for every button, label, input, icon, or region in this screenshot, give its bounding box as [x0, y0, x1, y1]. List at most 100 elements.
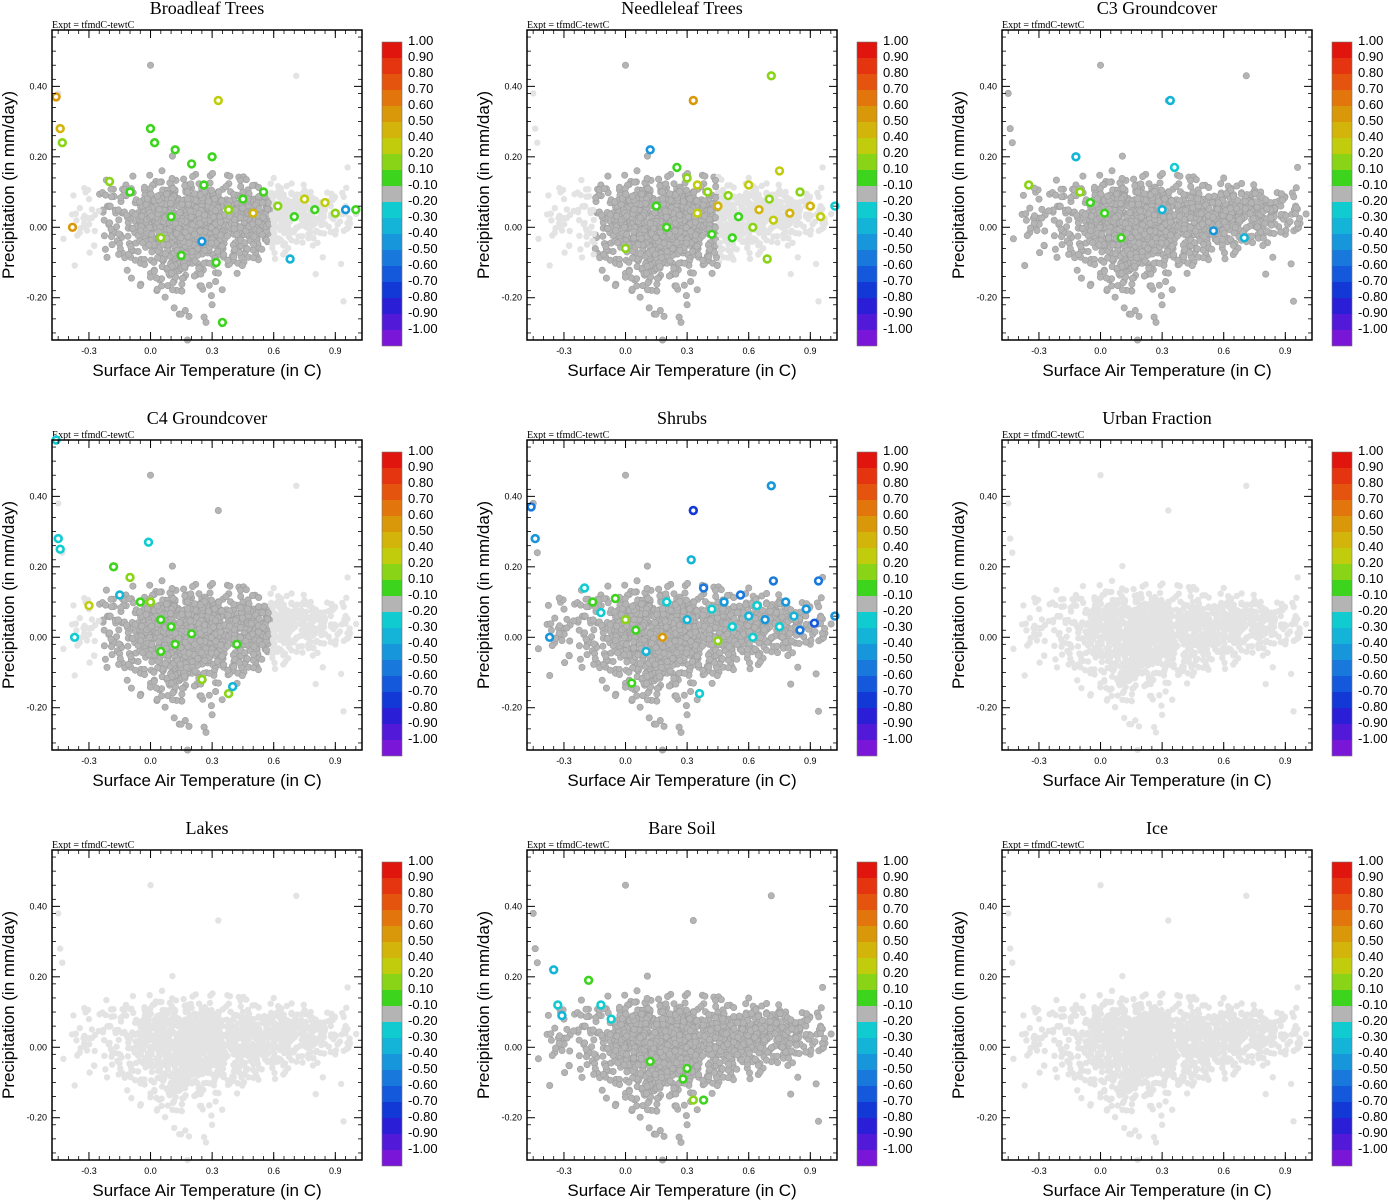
scatter-point-neutral	[1008, 139, 1016, 147]
scatter-point-highlight	[1165, 95, 1176, 106]
scatter-point-neutral	[1119, 185, 1127, 193]
scatter-point-highlight	[692, 180, 703, 190]
colorbar: 1.000.900.800.700.600.500.400.200.10-0.1…	[1331, 33, 1388, 347]
scatter-point-neutral	[652, 310, 660, 318]
scatter-point-background	[793, 221, 800, 229]
scatter-point-neutral	[168, 262, 176, 270]
scatter-point-background	[582, 202, 589, 210]
scatter-point-neutral	[1091, 260, 1099, 268]
scatter-point-background	[343, 184, 350, 191]
scatter-point-neutral	[659, 195, 667, 203]
scatter-point-highlight	[1116, 233, 1126, 243]
scatter-point-neutral	[699, 232, 707, 240]
x-tick-label: 0.6	[1217, 346, 1230, 356]
scatter-point-neutral	[163, 190, 171, 198]
colorbar-segment	[1332, 330, 1352, 346]
x-tick-label: -0.3	[1031, 346, 1047, 356]
scatter-point-background	[556, 212, 563, 219]
scatter-point-neutral	[592, 194, 600, 202]
scatter-point-neutral	[238, 261, 246, 269]
scatter-point-neutral	[1128, 200, 1136, 208]
scatter-point-neutral	[1159, 213, 1167, 221]
scatter-point-neutral	[1214, 199, 1222, 207]
scatter-point-background	[815, 193, 822, 200]
scatter-point-neutral	[636, 250, 644, 258]
scatter-point-neutral	[1229, 192, 1237, 200]
scatter-point-neutral	[1023, 232, 1031, 240]
scatter-point-neutral	[158, 282, 166, 290]
scatter-point-background	[563, 206, 571, 213]
scatter-point-background	[827, 210, 835, 218]
scatter-point-background	[320, 230, 328, 237]
scatter-point-neutral	[598, 211, 606, 219]
x-tick-label: 0.0	[144, 346, 157, 356]
scatter-point-highlight	[330, 208, 340, 218]
scatter-point-neutral	[1079, 172, 1087, 180]
scatter-point-neutral	[705, 253, 713, 261]
scatter-point-highlight	[213, 95, 224, 106]
scatter-point-neutral	[645, 304, 653, 312]
scatter-point-neutral	[658, 254, 666, 262]
scatter-point-background	[788, 227, 795, 235]
scatter-point-background	[818, 204, 825, 211]
scatter-point-neutral	[1088, 212, 1096, 220]
scatter-point-background	[292, 205, 299, 212]
colorbar-label: -0.40	[883, 225, 913, 240]
colorbar-segment	[1332, 170, 1352, 186]
scatter-point-highlight	[217, 317, 228, 328]
scatter-point-neutral	[1253, 223, 1261, 231]
scatter-point-neutral	[1262, 196, 1270, 204]
y-tick-label: 0.00	[504, 222, 522, 232]
scatter-point-neutral	[201, 211, 209, 219]
colorbar-segment	[1332, 74, 1352, 90]
scatter-point-background	[73, 217, 80, 224]
colorbar-segment	[1332, 138, 1352, 154]
scatter-point-neutral	[1294, 163, 1302, 171]
scatter-point-background	[282, 224, 289, 231]
colorbar-segment	[382, 218, 402, 234]
scatter-point-neutral	[1226, 204, 1234, 212]
scatter-point-highlight	[661, 222, 672, 233]
scatter-point-neutral	[1053, 253, 1061, 261]
scatter-point-neutral	[1259, 234, 1267, 242]
scatter-point-neutral	[1279, 196, 1287, 204]
scatter-point-background	[271, 255, 279, 262]
scatter-point-neutral	[1188, 261, 1196, 269]
colorbar-segment	[857, 250, 877, 266]
colorbar-segment	[1332, 314, 1352, 330]
scatter-point-highlight	[688, 95, 698, 106]
scatter-point-neutral	[1057, 193, 1065, 201]
scatter-point-neutral	[1157, 292, 1165, 300]
scatter-point-neutral	[177, 310, 185, 318]
scatter-point-background	[298, 233, 306, 240]
scatter-point-highlight	[774, 166, 785, 176]
scatter-point-neutral	[1056, 202, 1064, 210]
scatter-point-neutral	[633, 167, 641, 175]
scatter-point-neutral	[1231, 224, 1239, 232]
scatter-point-highlight	[1071, 152, 1081, 162]
scatter-point-neutral	[1075, 250, 1083, 258]
scatter-point-neutral	[1096, 273, 1104, 281]
scatter-point-background	[752, 186, 760, 193]
scatter-point-neutral	[1167, 231, 1175, 239]
y-axis-label: Precipitation (in mm/day)	[0, 91, 18, 279]
scatter-point-neutral	[1180, 191, 1188, 199]
scatter-point-neutral	[604, 172, 612, 180]
scatter-point-neutral	[237, 183, 245, 191]
scatter-point-neutral	[1249, 239, 1257, 247]
scatter-point-neutral	[209, 170, 217, 178]
scatter-point-background	[776, 190, 784, 197]
scatter-point-neutral	[195, 264, 203, 272]
scatter-point-neutral	[1103, 192, 1111, 200]
scatter-point-neutral	[169, 185, 177, 193]
scatter-point-neutral	[1067, 194, 1075, 202]
scatter-point-neutral	[1098, 248, 1106, 256]
scatter-point-neutral	[249, 182, 257, 190]
scatter-point-neutral	[672, 282, 680, 290]
scatter-point-background	[775, 181, 782, 188]
scatter-point-neutral	[145, 241, 153, 249]
scatter-point-neutral	[153, 192, 161, 200]
scatter-point-neutral	[1108, 282, 1116, 290]
scatter-point-neutral	[264, 199, 272, 207]
